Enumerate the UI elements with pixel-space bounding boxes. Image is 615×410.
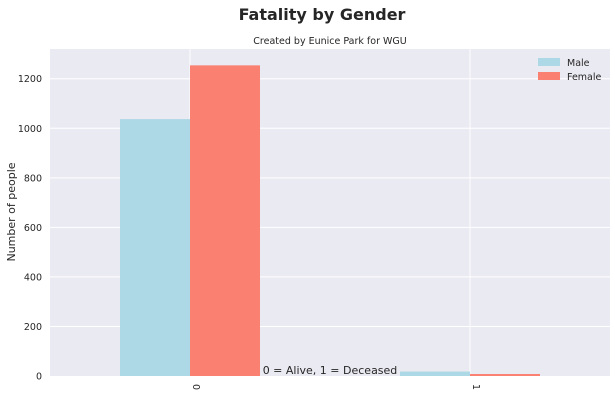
y-tick-label: 1200 xyxy=(18,74,42,85)
y-tick-label: 800 xyxy=(24,173,42,184)
y-tick-label: 200 xyxy=(24,322,42,333)
bars xyxy=(120,65,540,377)
legend-swatch-male xyxy=(538,58,560,66)
x-tick-label: 1 xyxy=(470,384,481,390)
chart-subtitle: Created by Eunice Park for WGU xyxy=(253,36,406,47)
legend-label-male: Male xyxy=(567,58,590,69)
y-tick-labels: 0 200 400 600 800 1000 1200 xyxy=(18,74,42,382)
bar-male-1 xyxy=(400,371,470,376)
legend-label-female: Female xyxy=(567,72,602,83)
y-tick-label: 600 xyxy=(24,223,42,234)
x-tick-label: 0 xyxy=(190,384,201,390)
x-axis-label: 0 = Alive, 1 = Deceased xyxy=(263,364,398,377)
y-tick-label: 400 xyxy=(24,272,42,283)
y-axis-label: Number of people xyxy=(5,162,18,261)
chart-title: Fatality by Gender xyxy=(239,5,406,24)
bar-female-1 xyxy=(470,374,540,376)
bar-male-0 xyxy=(120,119,190,377)
bar-female-0 xyxy=(190,65,260,376)
legend-swatch-female xyxy=(538,72,560,80)
y-tick-label: 0 xyxy=(36,372,42,383)
y-tick-label: 1000 xyxy=(18,124,42,135)
legend: Male Female xyxy=(538,58,602,83)
